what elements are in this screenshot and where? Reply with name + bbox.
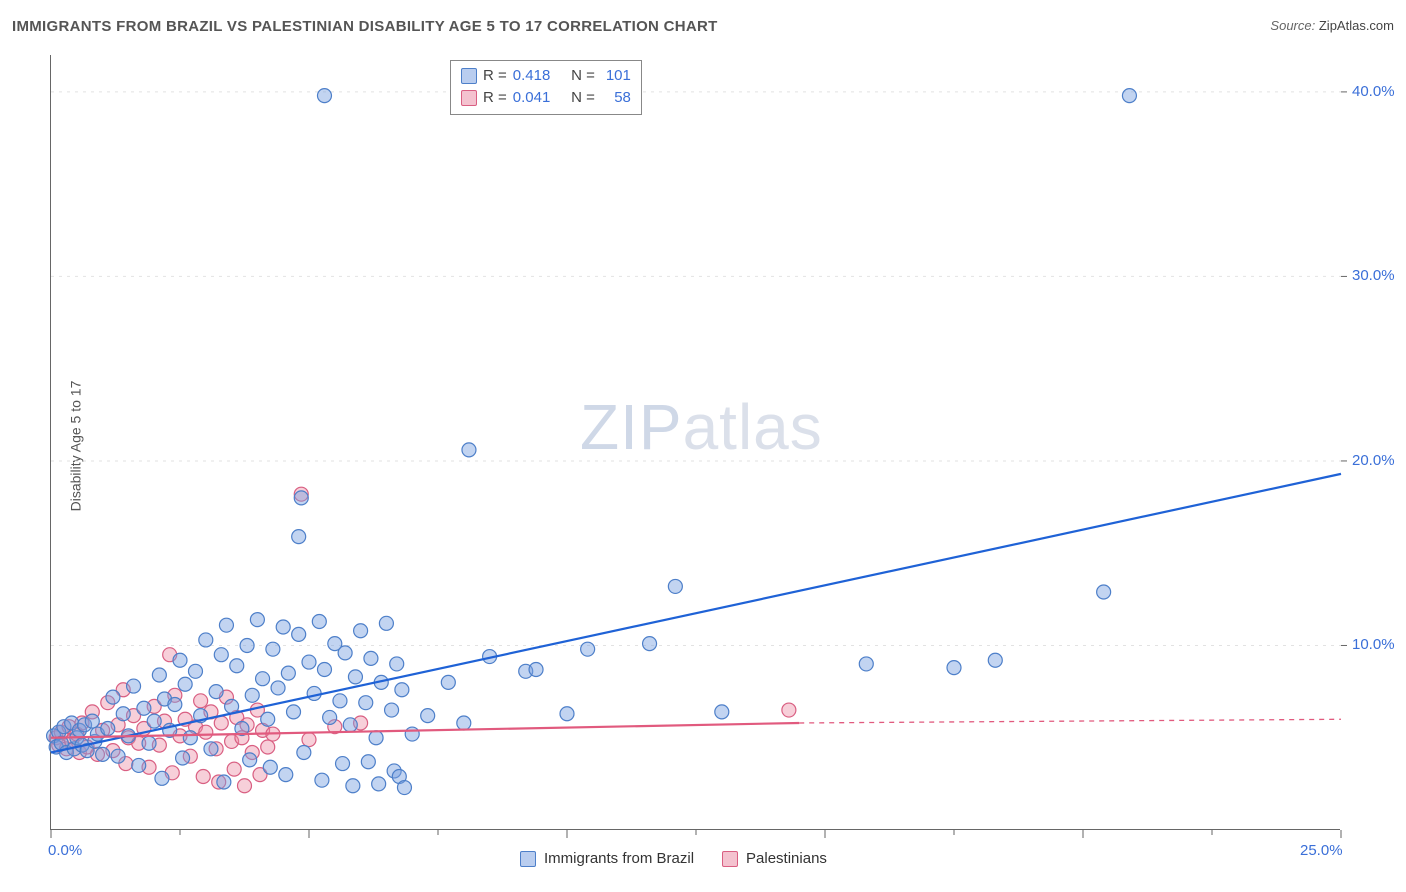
n-label: N = xyxy=(563,87,595,109)
r-label: R = xyxy=(483,65,507,87)
swatch-brazil xyxy=(461,68,477,84)
y-tick-label: 40.0% xyxy=(1352,83,1395,100)
title-bar: IMMIGRANTS FROM BRAZIL VS PALESTINIAN DI… xyxy=(12,18,1394,42)
chart-container: IMMIGRANTS FROM BRAZIL VS PALESTINIAN DI… xyxy=(0,0,1406,892)
y-tick-label: 10.0% xyxy=(1352,636,1395,653)
source-label: Source: xyxy=(1270,18,1315,33)
x-tick-label: 0.0% xyxy=(48,842,82,859)
scatter-svg xyxy=(51,55,1340,829)
n-value-palestinians: 58 xyxy=(601,87,631,109)
source-value: ZipAtlas.com xyxy=(1319,18,1394,33)
r-value-brazil: 0.418 xyxy=(513,65,557,87)
legend-swatch-brazil xyxy=(520,851,536,867)
legend-label-palestinians: Palestinians xyxy=(746,850,827,867)
y-tick-label: 20.0% xyxy=(1352,452,1395,469)
r-label: R = xyxy=(483,87,507,109)
legend-item-brazil: Immigrants from Brazil xyxy=(520,850,694,867)
x-tick-label: 25.0% xyxy=(1300,842,1343,859)
legend-item-palestinians: Palestinians xyxy=(722,850,827,867)
stats-legend-box: R = 0.418 N = 101R = 0.041 N = 58 xyxy=(450,60,642,115)
plot-area xyxy=(50,55,1340,830)
legend-swatch-palestinians xyxy=(722,851,738,867)
chart-title: IMMIGRANTS FROM BRAZIL VS PALESTINIAN DI… xyxy=(12,18,718,35)
bottom-legend: Immigrants from Brazil Palestinians xyxy=(520,850,827,867)
n-label: N = xyxy=(563,65,595,87)
y-tick-label: 30.0% xyxy=(1352,267,1395,284)
r-value-palestinians: 0.041 xyxy=(513,87,557,109)
n-value-brazil: 101 xyxy=(601,65,631,87)
legend-label-brazil: Immigrants from Brazil xyxy=(544,850,694,867)
stats-row-palestinians: R = 0.041 N = 58 xyxy=(461,87,631,109)
swatch-palestinians xyxy=(461,90,477,106)
stats-row-brazil: R = 0.418 N = 101 xyxy=(461,65,631,87)
source-attribution: Source: ZipAtlas.com xyxy=(1270,18,1394,33)
